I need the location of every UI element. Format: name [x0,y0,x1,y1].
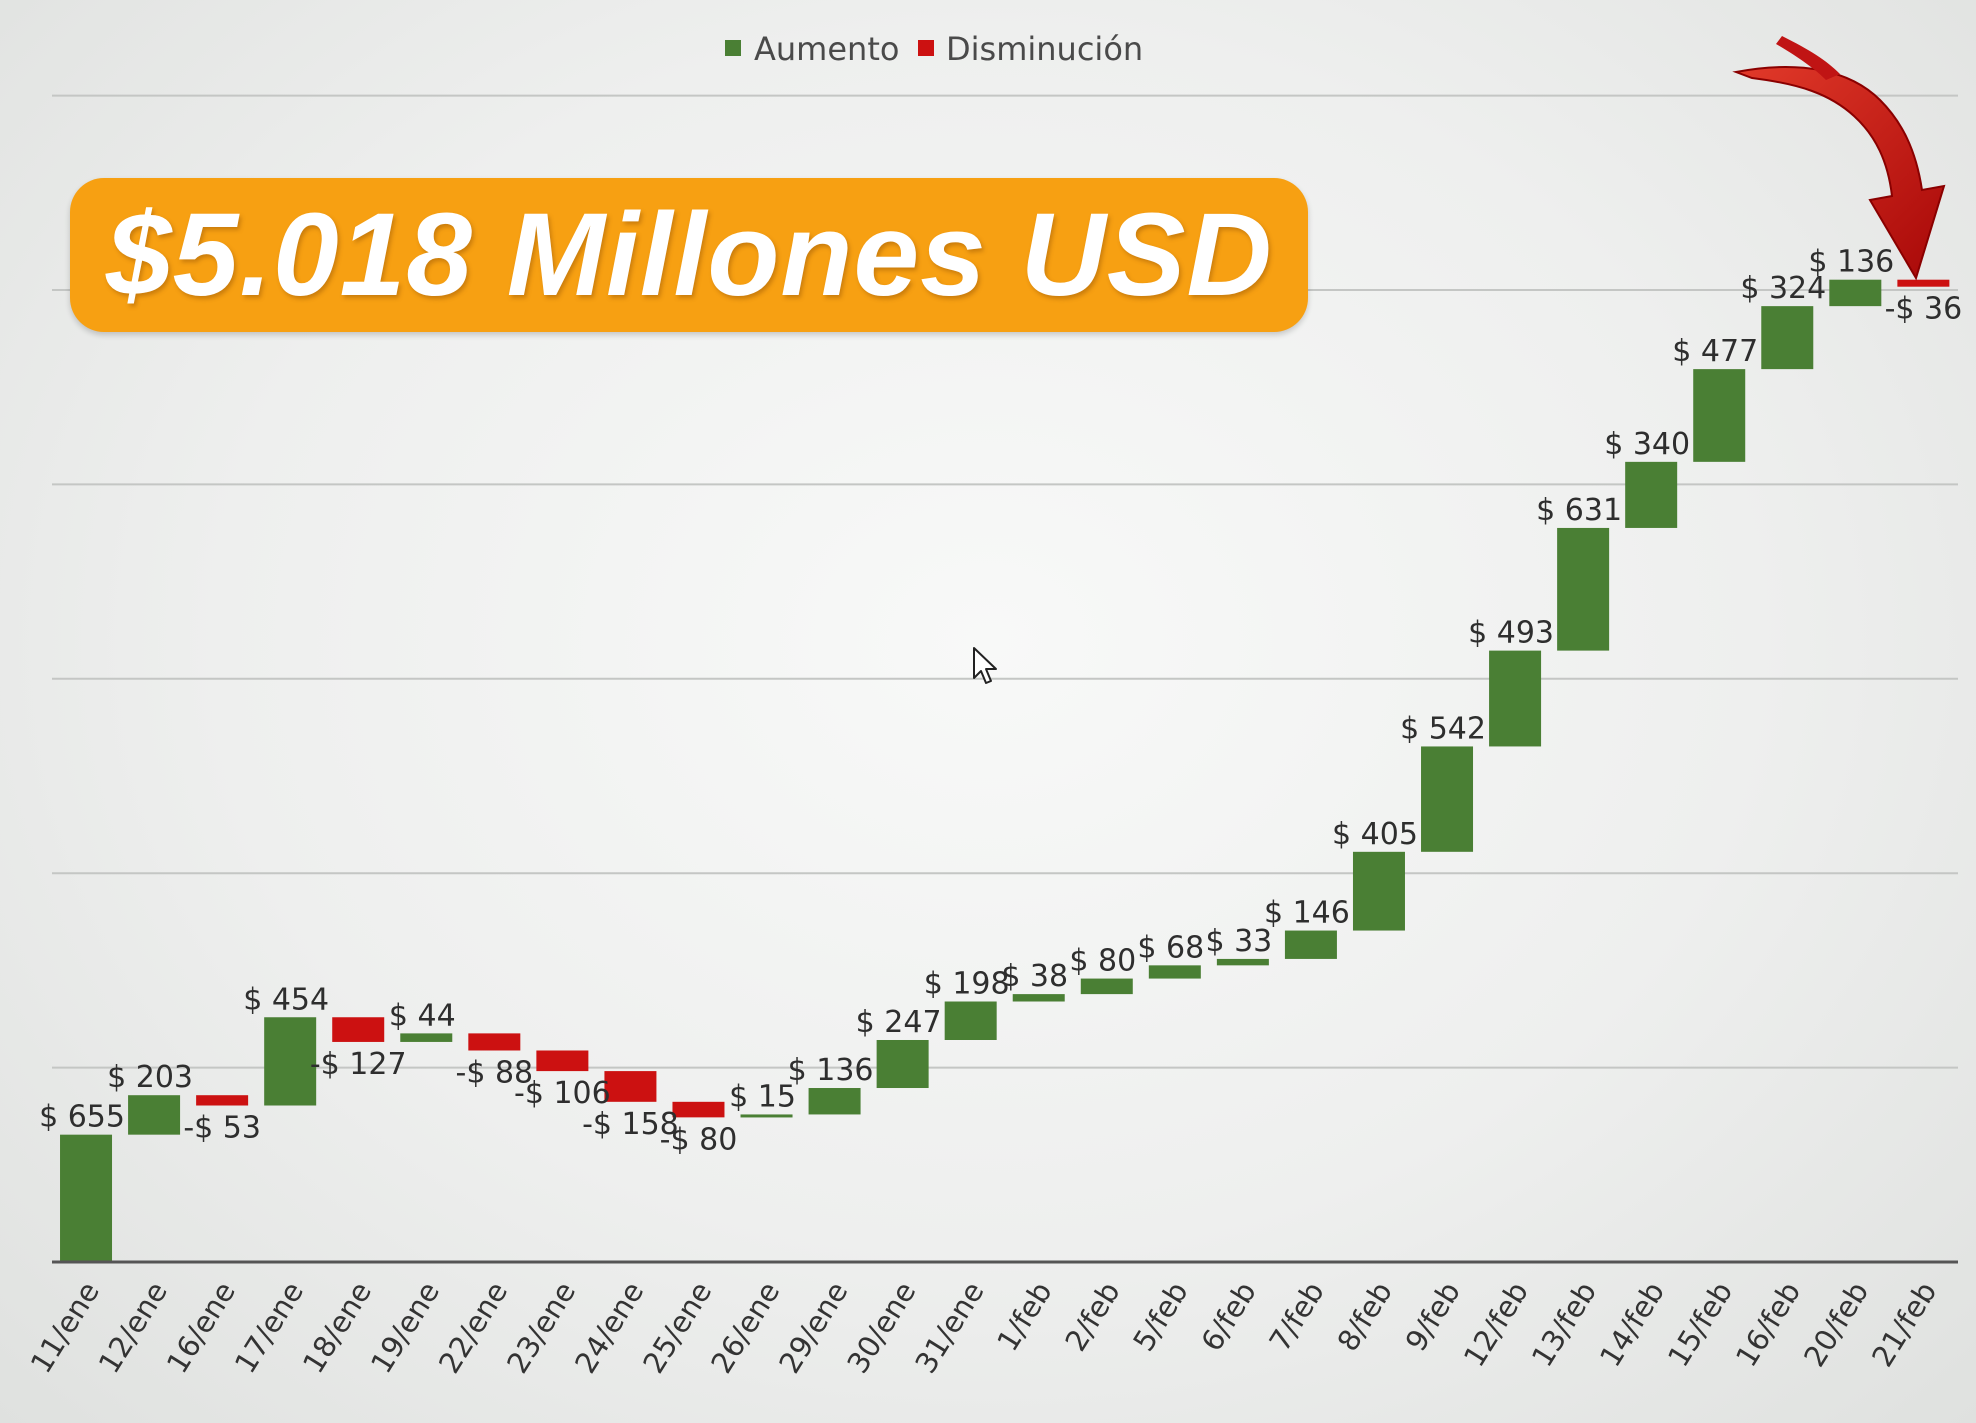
data-label: $ 655 [39,1100,125,1135]
bar-increase [1080,978,1133,995]
x-tick-label: 21/feb [1865,1276,1943,1373]
data-label: $ 631 [1536,493,1622,528]
bar-decrease [468,1033,521,1051]
x-tick-label: 16/feb [1729,1276,1807,1373]
data-label: -$ 36 [1885,292,1963,327]
x-tick-label: 29/ene [772,1276,854,1379]
total-banner: $5.018 Millones USD [70,178,1308,332]
bars [60,279,1950,1262]
data-label: $ 203 [107,1060,193,1095]
legend-label-aumento: Aumento [754,30,899,68]
legend-swatch-aumento [725,40,741,56]
data-label: $ 477 [1672,334,1758,369]
bar-increase [1148,965,1201,979]
x-tick-label: 25/ene [636,1276,718,1379]
data-label: $ 198 [924,967,1010,1002]
data-labels: $ 655 $ 203 -$ 53 $ 454 -$ 127 $ 44-$ 88-$ 10… [39,245,1962,1158]
x-tick-label: 11/ene [24,1276,106,1379]
legend-label-disminucion: Disminución [946,30,1143,68]
data-label: $ 493 [1468,616,1554,651]
x-tick-label: 9/feb [1399,1276,1467,1357]
x-tick-label: 24/ene [568,1276,650,1379]
data-label: $ 68 [1137,930,1204,965]
x-tick-label: 5/feb [1126,1276,1194,1357]
bar-increase [1489,650,1542,747]
data-label: $ 80 [1069,944,1136,979]
legend-swatch-disminucion [918,40,934,56]
data-label: $ 38 [1001,959,1068,994]
bar-increase [1421,746,1474,852]
bar-increase [1216,958,1269,966]
bar-decrease [196,1095,249,1106]
data-label: $ 136 [788,1053,874,1088]
x-tick-label: 12/feb [1457,1276,1535,1373]
x-tick-label: 14/feb [1593,1276,1671,1373]
bar-increase [1352,851,1405,931]
bar-increase [1557,527,1610,651]
data-label: $ 15 [729,1079,796,1114]
data-label: -$ 106 [514,1076,611,1111]
bar-increase [60,1134,113,1262]
data-label: $ 340 [1604,427,1690,462]
x-tick-label: 13/feb [1525,1276,1603,1373]
data-label: $ 324 [1740,271,1826,306]
bar-increase [1761,306,1814,370]
bar-decrease [332,1017,385,1042]
bar-increase [1012,994,1065,1002]
data-label: $ 33 [1205,924,1272,959]
bar-decrease [672,1101,725,1118]
x-tick-label: 23/ene [500,1276,582,1379]
data-label: -$ 158 [582,1107,679,1142]
x-tick-label: 7/feb [1262,1276,1330,1357]
data-label: $ 44 [389,998,456,1033]
x-tick-label: 26/ene [704,1276,786,1379]
data-label: $ 247 [856,1005,942,1040]
bar-decrease [604,1071,657,1102]
x-tick-label: 30/ene [840,1276,922,1379]
data-label: -$ 88 [456,1055,534,1090]
x-tick-label: 1/feb [990,1276,1058,1357]
x-tick-label: 8/feb [1330,1276,1398,1357]
x-tick-label: 16/ene [160,1276,242,1379]
bar-increase [1284,930,1337,959]
bar-increase [944,1001,997,1040]
x-tick-label: 18/ene [296,1276,378,1379]
data-label: -$ 53 [183,1111,261,1146]
x-tick-label: 22/ene [432,1276,514,1379]
bar-decrease [1897,279,1950,287]
x-tick-label: 12/ene [92,1276,174,1379]
x-tick-label: 2/feb [1058,1276,1126,1357]
mouse-pointer-icon [973,647,997,684]
x-tick-labels: 11/ene12/ene16/ene17/ene18/ene19/ene22/e… [24,1276,1944,1379]
data-label: $ 146 [1264,896,1350,931]
bar-increase [264,1017,317,1106]
x-tick-label: 17/ene [228,1276,310,1379]
data-label: $ 405 [1332,817,1418,852]
data-label: $ 542 [1400,711,1486,746]
x-tick-label: 15/feb [1661,1276,1739,1373]
bar-increase [1829,279,1882,307]
data-label: $ 136 [1808,245,1894,280]
curved-red-arrow-icon [1732,36,1946,281]
x-tick-label: 31/ene [908,1276,990,1379]
x-tick-label: 20/feb [1797,1276,1875,1373]
bar-increase [808,1088,861,1115]
bar-increase [1693,369,1746,462]
bar-increase [740,1114,793,1118]
data-label: $ 454 [243,982,329,1017]
x-tick-label: 19/ene [364,1276,446,1379]
banner-title: $5.018 Millones USD [106,189,1273,321]
bar-increase [1625,461,1678,528]
data-label: -$ 80 [660,1122,738,1157]
bar-increase [400,1033,453,1042]
legend: Aumento Disminución [725,30,1143,68]
bar-increase [876,1039,929,1089]
bar-increase [128,1095,181,1135]
data-label: -$ 127 [310,1047,407,1082]
bar-decrease [536,1050,589,1072]
x-tick-label: 6/feb [1194,1276,1262,1357]
